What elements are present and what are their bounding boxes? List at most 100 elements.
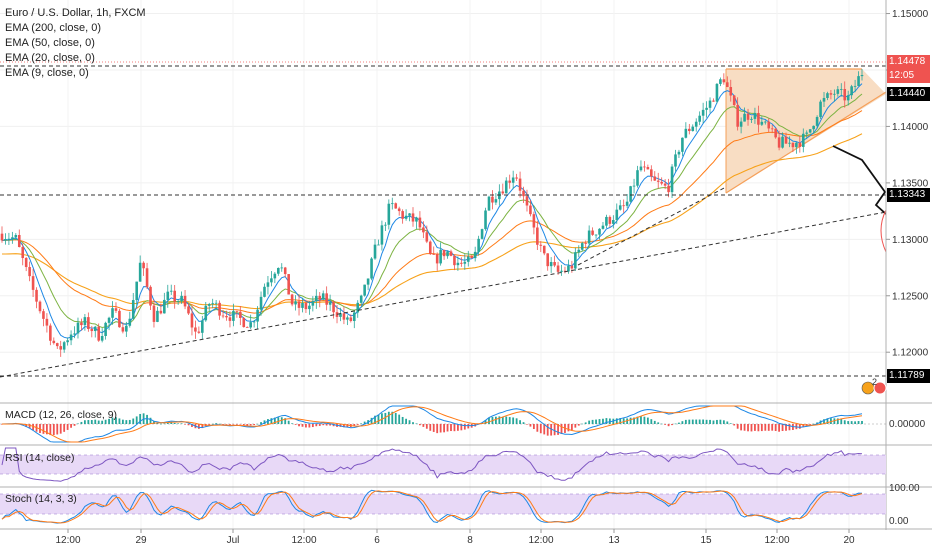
candle-body	[605, 216, 608, 226]
candle-body	[760, 121, 764, 125]
candle-body	[539, 244, 543, 246]
candle-body	[377, 244, 380, 246]
macd-histogram-bar	[595, 419, 597, 424]
macd-histogram-bar	[235, 424, 238, 425]
macd-histogram-bar	[401, 416, 404, 424]
macd-histogram-bar	[329, 424, 332, 426]
macd-histogram-bar	[125, 420, 128, 424]
stoch-d-line	[1, 490, 863, 524]
candle-body	[221, 315, 225, 317]
stoch-legend[interactable]: Stoch (14, 3, 3)	[5, 493, 77, 505]
macd-histogram-bar	[287, 420, 290, 424]
projection-arrow	[832, 145, 887, 215]
macd-histogram-bar	[788, 424, 791, 431]
candle-body	[636, 170, 639, 186]
candle-body	[211, 303, 214, 305]
macd-histogram-bar	[159, 423, 162, 425]
candle-body	[674, 154, 677, 167]
candle-body	[650, 169, 653, 177]
candle-body	[836, 89, 840, 94]
candle-body	[653, 176, 657, 181]
candle-body	[743, 113, 746, 122]
candle-body	[442, 249, 446, 257]
candle-body	[163, 299, 166, 314]
candle-body	[774, 128, 777, 138]
macd-histogram-bar	[615, 418, 618, 424]
candle-body	[38, 301, 42, 312]
time-tick-label: 8	[467, 535, 473, 546]
candle-body	[232, 310, 235, 321]
candle-body	[428, 241, 432, 254]
candle-body	[314, 295, 318, 302]
macd-histogram-bar	[270, 418, 273, 424]
rsi-legend[interactable]: RSI (14, close)	[5, 452, 75, 464]
macd-histogram-bar	[501, 416, 504, 424]
candle-body	[670, 166, 674, 193]
macd-histogram-bar	[87, 420, 90, 424]
macd-histogram-bar	[557, 424, 559, 435]
macd-histogram-bar	[674, 423, 677, 425]
candle-body	[201, 320, 204, 333]
macd-histogram-bar	[633, 417, 635, 424]
macd-histogram-bar	[170, 422, 173, 424]
candle-body	[518, 178, 522, 191]
macd-histogram-bar	[90, 420, 93, 424]
candle-body	[591, 230, 594, 235]
macd-histogram-bar	[298, 424, 300, 427]
candle-body	[31, 276, 35, 290]
candle-body	[342, 313, 346, 320]
candle-body	[584, 243, 587, 244]
candle-body	[480, 229, 484, 239]
candle-body	[228, 317, 232, 321]
candle-body	[104, 322, 107, 337]
macd-histogram-bar	[581, 423, 584, 425]
time-tick-label: 29	[135, 535, 147, 546]
macd-histogram-bar	[450, 424, 452, 432]
legend-ema9[interactable]: EMA (9, close, 0)	[5, 67, 89, 79]
candle-body	[580, 243, 584, 250]
candle-body	[156, 310, 159, 322]
candle-body	[667, 185, 670, 193]
macd-histogram-bar	[664, 424, 667, 425]
candle-body	[352, 312, 356, 322]
macd-histogram-bar	[52, 424, 55, 436]
candle-body	[795, 142, 798, 148]
candle-body	[304, 302, 308, 310]
candle-body	[722, 79, 726, 83]
candle-body	[729, 87, 733, 96]
candle-body	[726, 82, 729, 88]
macd-histogram-bar	[816, 422, 819, 424]
macd-histogram-bar	[301, 424, 304, 427]
macd-histogram-bar	[484, 420, 487, 424]
macd-histogram-bar	[691, 419, 694, 424]
macd-histogram-bar	[529, 424, 532, 427]
candle-body	[422, 227, 425, 233]
macd-histogram-bar	[108, 418, 110, 424]
macd-histogram-bar	[405, 418, 407, 424]
macd-histogram-bar	[391, 411, 394, 424]
macd-histogram-bar	[771, 424, 774, 431]
candle-body	[87, 317, 90, 330]
macd-histogram-bar	[25, 424, 28, 427]
legend-ema50[interactable]: EMA (50, close, 0)	[5, 37, 95, 49]
macd-histogram-bar	[453, 424, 456, 432]
macd-legend[interactable]: MACD (12, 26, close, 9)	[5, 409, 118, 421]
symbol-title[interactable]: Euro / U.S. Dollar, 1h, FXCM	[5, 7, 146, 19]
macd-histogram-bar	[118, 418, 121, 424]
candle-body	[446, 251, 449, 257]
candle-body	[149, 286, 152, 306]
candle-body	[487, 196, 491, 211]
legend-ema20[interactable]: EMA (20, close, 0)	[5, 52, 95, 64]
macd-histogram-bar	[422, 424, 425, 427]
candle-body	[501, 191, 505, 194]
alert-badge-icon-2[interactable]	[873, 381, 887, 395]
candle-body	[363, 284, 366, 296]
candle-body	[187, 306, 190, 314]
macd-histogram-bar	[781, 424, 784, 432]
legend-ema200[interactable]: EMA (200, close, 0)	[5, 22, 101, 34]
macd-histogram-bar	[166, 422, 169, 424]
stoch-high-label: 100.00	[889, 483, 920, 494]
macd-histogram-bar	[584, 422, 587, 424]
candle-body	[753, 113, 757, 119]
